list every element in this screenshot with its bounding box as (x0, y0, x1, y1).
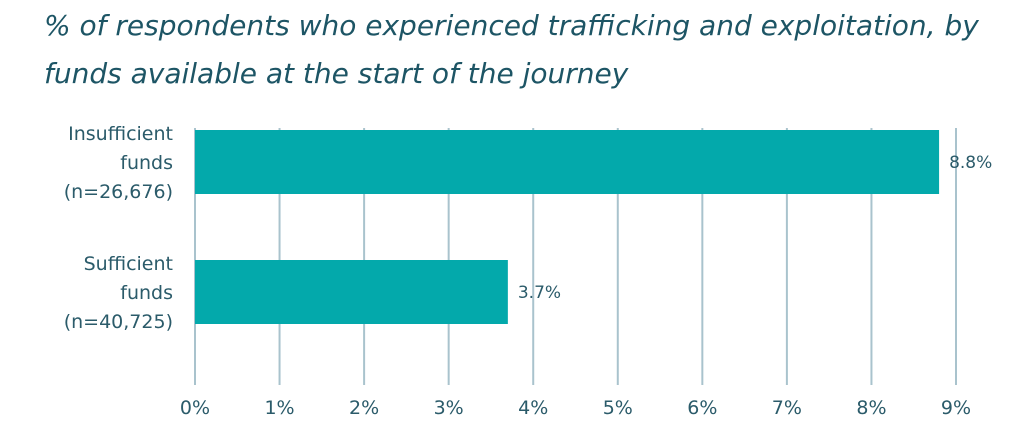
x-tick-label: 3% (434, 397, 464, 419)
x-tick-label: 7% (772, 397, 802, 419)
category-label-line: Sufficient (84, 253, 173, 275)
x-tick-label: 6% (687, 397, 717, 419)
chart-title: % of respondents who experienced traffic… (44, 9, 979, 90)
category-label-line: funds (120, 152, 173, 174)
x-tick-label: 2% (349, 397, 379, 419)
labels: 0% 1% 2% 3% 4% 5% 6% 7% 8% 9% 8.8% Insufficient fund… (64, 123, 993, 419)
category-label-line: funds (120, 282, 173, 304)
category-label-line: (n=26,676) (64, 181, 173, 203)
category-label-line: Insufficient (68, 123, 173, 145)
x-tick-label: 8% (856, 397, 886, 419)
bars (195, 130, 940, 324)
x-tick-label: 0% (180, 397, 210, 419)
bar (195, 260, 508, 324)
x-tick-label: 1% (264, 397, 294, 419)
bar (195, 130, 940, 194)
category-label: Sufficient funds (n=40,725) (64, 253, 173, 333)
category-label: Insufficient funds (n=26,676) (64, 123, 173, 203)
data-label: 8.8% (949, 153, 992, 173)
x-tick-label: 5% (603, 397, 633, 419)
data-label: 3.7% (518, 283, 561, 303)
x-tick-label: 9% (941, 397, 971, 419)
x-tick-label: 4% (518, 397, 548, 419)
category-label-line: (n=40,725) (64, 311, 173, 333)
